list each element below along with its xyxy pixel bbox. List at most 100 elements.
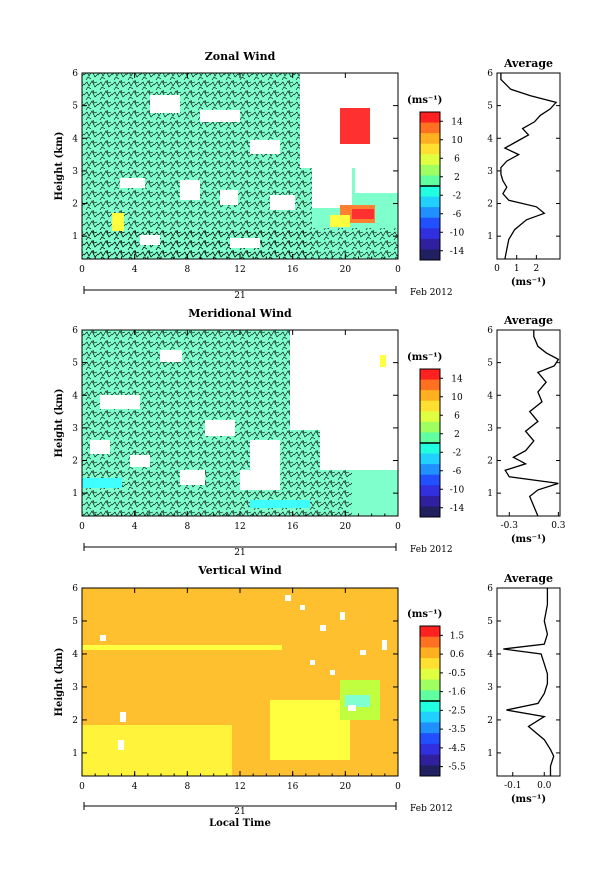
y-tick-label: 5 — [72, 102, 78, 112]
colorbar-swatch — [420, 379, 440, 391]
colorbar-tick-label: -14 — [450, 504, 465, 514]
profile-frame — [496, 587, 561, 777]
x-tick-label: 4 — [132, 522, 138, 532]
colorbar-tick-label: 14 — [451, 374, 463, 384]
profile-x-label: -0.3 — [501, 521, 519, 531]
vertical-heatmap — [82, 588, 398, 776]
y-tick-label: 6 — [72, 69, 78, 79]
vertical-units: (ms⁻¹) — [407, 609, 442, 620]
colorbar-tick-label: 14 — [451, 117, 463, 127]
profile-y-label: 3 — [487, 683, 493, 693]
colorbar-swatch — [420, 506, 440, 518]
colorbar-swatch — [420, 485, 440, 497]
colorbar-swatch — [420, 474, 440, 486]
colorbar-tick-label: 10 — [451, 393, 463, 403]
profile-frame — [496, 72, 561, 260]
y-tick-label: 2 — [72, 716, 78, 726]
profile-y-label: 2 — [487, 716, 493, 726]
colorbar-swatch — [420, 722, 440, 734]
y-tick-label: 1 — [72, 489, 78, 499]
zonal-panel: Zonal Wind — [54, 50, 561, 301]
x-tick-label: 0 — [395, 265, 401, 275]
profile-x-label: -0.1 — [504, 781, 521, 791]
zonal-date-center: 21 — [234, 291, 245, 301]
x-tick-label: 4 — [132, 265, 138, 275]
colorbar-swatch — [420, 217, 440, 229]
profile-x-label: 0.3 — [551, 521, 566, 531]
profile-y-label: 6 — [487, 69, 493, 79]
y-tick-label: 5 — [72, 359, 78, 369]
profile-x-label: 1 — [514, 264, 520, 274]
x-tick-label: 0 — [395, 782, 401, 792]
profile-y-label: 1 — [487, 232, 493, 242]
colorbar-swatch — [420, 453, 440, 465]
colorbar-swatch — [420, 207, 440, 219]
y-tick-label: 1 — [72, 232, 78, 242]
zonal-y-ticks: 1 2 3 4 5 6 — [72, 69, 398, 242]
colorbar-swatch — [420, 133, 440, 145]
profile-line — [500, 73, 558, 260]
x-tick-label: 0 — [79, 265, 85, 275]
colorbar-tick-label: -2 — [453, 448, 462, 458]
colorbar-tick-label: 6 — [454, 411, 460, 421]
y-tick-label: 2 — [72, 457, 78, 467]
profile-y-label: 6 — [487, 326, 493, 336]
vertical-date-center: 21 — [234, 807, 245, 817]
colorbar-swatch — [420, 186, 440, 197]
colorbar-swatch — [420, 196, 440, 208]
profile-x-label: 2 — [534, 264, 540, 274]
x-tick-label: 20 — [340, 522, 352, 532]
colorbar-swatch — [420, 647, 440, 659]
zonal-red-patch — [340, 108, 370, 144]
profile-line — [503, 588, 555, 776]
vertical-x-ticks: 0 4 8 12 16 20 0 — [79, 588, 401, 792]
colorbar-tick-label: 1.5 — [450, 631, 465, 641]
colorbar-tick-label: -10 — [450, 485, 465, 495]
vertical-xlabel: Local Time — [209, 818, 271, 829]
vertical-colorbar: 1.5 0.6 -0.5 -1.6 -2.5 -3.5 -4.5 -5.5 — [419, 625, 466, 777]
colorbar-tick-label: -2.5 — [448, 706, 466, 716]
profile-y-label: 4 — [487, 134, 493, 144]
x-tick-label: 16 — [287, 265, 299, 275]
profile-y-label: 6 — [487, 584, 493, 594]
colorbar-swatch — [420, 238, 440, 250]
profile-xlabel: (ms⁻¹) — [511, 794, 546, 805]
vertical-date-axis: 21 Feb 2012 — [83, 802, 453, 817]
vertical-date-right: Feb 2012 — [410, 804, 453, 814]
zonal-profile: Average 1 2 3 4 5 6 0 1 2 (ms⁻¹) — [487, 57, 561, 288]
colorbar-swatch — [420, 411, 440, 423]
colorbar-swatch — [420, 679, 440, 691]
y-tick-label: 6 — [72, 584, 78, 594]
x-tick-label: 16 — [287, 782, 299, 792]
colorbar-swatch — [420, 626, 440, 638]
profile-line — [504, 330, 560, 517]
x-tick-label: 0 — [79, 782, 85, 792]
colorbar-tick-label: -1.6 — [448, 688, 466, 698]
y-tick-label: 4 — [72, 134, 78, 144]
meridional-title: Meridional Wind — [188, 307, 292, 320]
vertical-ylabel: Height (km) — [54, 648, 65, 717]
colorbar-swatch — [420, 765, 440, 777]
x-tick-label: 16 — [287, 522, 299, 532]
vertical-title: Vertical Wind — [197, 564, 282, 577]
colorbar-tick-label: 10 — [451, 136, 463, 146]
x-tick-label: 4 — [132, 782, 138, 792]
profile-y-label: 2 — [487, 200, 493, 210]
meridional-units: (ms⁻¹) — [407, 352, 442, 363]
colorbar-swatch — [420, 743, 440, 755]
x-tick-label: 8 — [184, 782, 190, 792]
colorbar-tick-label: 6 — [454, 154, 460, 164]
colorbar-tick-label: 2 — [454, 173, 460, 183]
colorbar-tick-label: -4.5 — [448, 744, 466, 754]
colorbar-swatch — [420, 668, 440, 680]
colorbar-swatch — [420, 369, 440, 380]
meridional-y-ticks: 1 2 3 4 5 6 — [72, 326, 398, 499]
zonal-title: Zonal Wind — [205, 50, 276, 63]
colorbar-swatch — [420, 112, 440, 123]
meridional-colorbar: 14 10 6 2 -2 -6 -10 -14 — [419, 368, 465, 518]
x-tick-label: 8 — [184, 522, 190, 532]
x-tick-label: 8 — [184, 265, 190, 275]
colorbar-swatch — [420, 701, 440, 713]
zonal-units: (ms⁻¹) — [407, 95, 442, 106]
colorbar-tick-label: -10 — [450, 228, 465, 238]
